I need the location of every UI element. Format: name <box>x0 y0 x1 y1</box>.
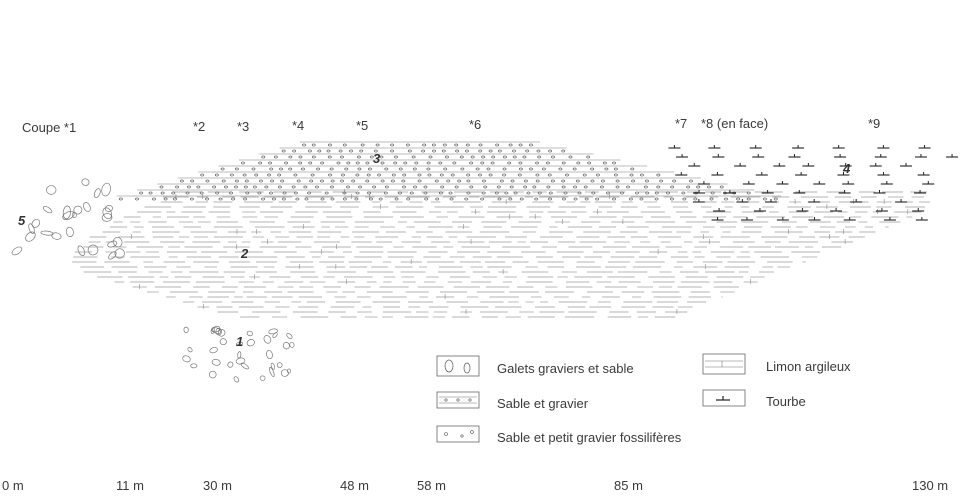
section-label-8: *8 (en face) <box>701 116 769 131</box>
distance-label-11: 11 m <box>116 478 144 493</box>
section-label-4: *4 <box>292 118 305 133</box>
section-label-3: *3 <box>237 119 250 134</box>
distance-label-48: 48 m <box>340 478 369 493</box>
unit-label-2: 2 <box>241 246 249 261</box>
section-label-2: *2 <box>193 119 206 134</box>
unit-5-gravel-pattern <box>11 178 125 260</box>
legend-swatch-tourbe <box>702 389 746 407</box>
section-label-6: *6 <box>469 117 482 132</box>
unit-3-sand-gravel-pattern <box>116 141 782 201</box>
legend-swatch-sable-fossiliferes <box>436 425 480 443</box>
section-label-7: *7 <box>675 116 688 131</box>
section-label-9: *9 <box>868 116 881 131</box>
section-label-5: *5 <box>356 118 369 133</box>
unit-label-5: 5 <box>18 213 26 228</box>
section-label-coupe-1: Coupe *1 <box>22 120 77 135</box>
unit-label-1: 1 <box>236 334 244 349</box>
distance-label-30: 30 m <box>203 478 232 493</box>
unit-1-gravel-pattern <box>182 325 295 383</box>
legend-label-sable-fossiliferes: Sable et petit gravier fossilifères <box>497 430 682 445</box>
unit-label-3: 3 <box>373 151 381 166</box>
distance-label-58: 58 m <box>417 478 446 493</box>
legend-swatch-limon <box>702 353 746 375</box>
legend-label-sable-gravier: Sable et gravier <box>497 396 589 411</box>
legend-swatch-sable-gravier <box>436 391 480 409</box>
legend-label-limon: Limon argileux <box>766 359 851 374</box>
distance-label-85: 85 m <box>614 478 643 493</box>
legend-label-galets: Galets graviers et sable <box>497 361 634 376</box>
legend-swatch-galets <box>436 355 480 377</box>
distance-label-130: 130 m <box>912 478 949 493</box>
unit-2-silt-pattern <box>72 189 930 318</box>
distance-label-0: 0 m <box>2 478 24 493</box>
legend-label-tourbe: Tourbe <box>766 394 806 409</box>
unit-4-peat-pattern <box>668 145 959 221</box>
unit-label-4: 4 <box>843 161 851 176</box>
